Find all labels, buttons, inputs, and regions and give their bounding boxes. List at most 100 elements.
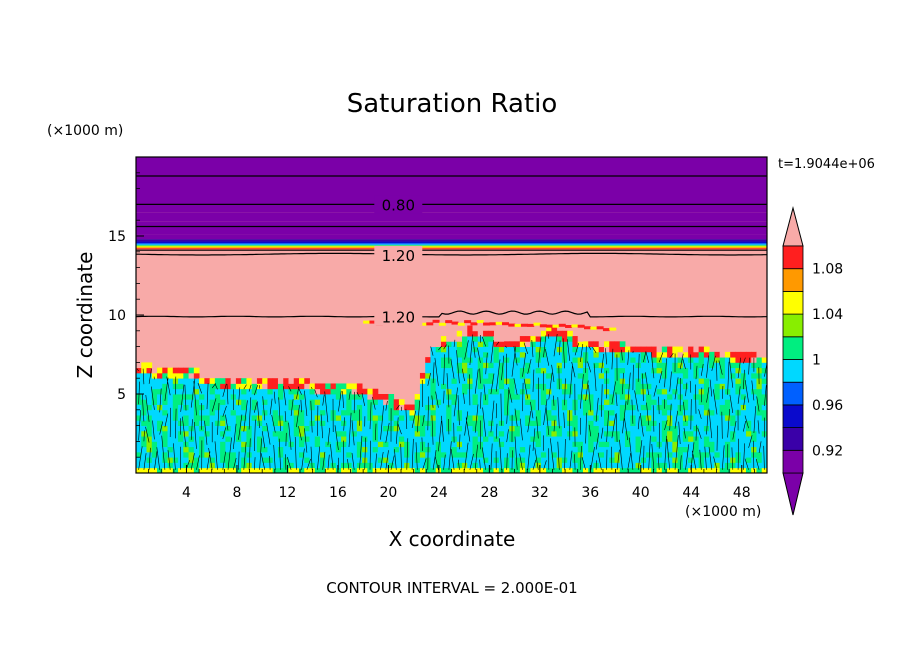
field-cell	[498, 441, 505, 448]
field-cell	[509, 378, 515, 384]
field-cell	[146, 362, 153, 369]
field-cell	[372, 409, 379, 416]
field-cell	[567, 336, 573, 342]
field-cell	[267, 399, 274, 405]
field-cell	[335, 441, 342, 448]
field-cell	[272, 415, 279, 421]
field-cell	[493, 467, 500, 473]
field-cell	[330, 394, 337, 400]
field-cell	[651, 462, 657, 469]
field-cell	[682, 420, 689, 426]
field-cell	[467, 446, 473, 453]
field-cell	[598, 394, 605, 400]
field-cell	[556, 399, 563, 405]
field-cell	[304, 415, 310, 421]
field-cell	[582, 451, 589, 458]
field-cell	[519, 351, 526, 358]
field-cell	[588, 420, 594, 426]
field-cell	[362, 446, 368, 453]
field-cell	[688, 367, 694, 374]
field-cell	[325, 446, 331, 453]
field-cell	[498, 383, 505, 390]
field-cell	[651, 441, 657, 448]
field-cell	[299, 415, 305, 421]
field-cell	[472, 404, 479, 411]
field-cell	[214, 420, 221, 426]
field-cell	[404, 446, 410, 453]
field-cell	[714, 362, 721, 369]
field-cell	[714, 467, 721, 473]
field-cell	[540, 462, 547, 469]
field-cell	[625, 441, 631, 448]
field-cell	[651, 415, 657, 421]
field-cell	[220, 409, 226, 416]
field-cell	[398, 425, 405, 432]
field-cell	[519, 462, 526, 469]
field-cell	[409, 415, 416, 421]
field-cell	[561, 420, 568, 426]
field-cell	[419, 415, 426, 421]
field-cell	[335, 436, 342, 442]
cloud-edge-cell	[495, 321, 503, 325]
field-cell	[756, 415, 763, 421]
field-cell	[462, 404, 468, 411]
field-cell	[603, 341, 610, 347]
field-cell	[225, 467, 232, 473]
dry-layer-band	[136, 244, 767, 246]
field-cell	[740, 388, 747, 395]
field-cell	[551, 446, 558, 453]
field-cell	[682, 404, 689, 411]
field-cell	[588, 394, 594, 400]
field-cell	[472, 362, 479, 369]
field-cell	[724, 362, 731, 369]
cloud-edge-cell	[426, 322, 434, 326]
field-cell	[525, 399, 531, 405]
field-cell	[299, 446, 305, 453]
contour-interval-footer: CONTOUR INTERVAL = 2.000E-01	[326, 579, 577, 597]
field-cell	[709, 357, 715, 363]
field-cell	[498, 425, 505, 432]
field-cell	[719, 351, 726, 358]
field-cell	[493, 383, 500, 390]
field-cell	[625, 462, 631, 469]
field-cell	[383, 436, 389, 442]
field-cell	[383, 415, 389, 421]
cloud-edge-cell	[457, 322, 465, 326]
field-cell	[293, 430, 300, 437]
field-cell	[577, 336, 584, 342]
field-cell	[493, 378, 500, 384]
field-cell	[672, 436, 679, 442]
field-cell	[619, 409, 626, 416]
field-cell	[667, 378, 673, 384]
field-cell	[540, 336, 547, 342]
field-cell	[724, 415, 731, 421]
field-cell	[719, 399, 726, 405]
field-cell	[446, 372, 452, 379]
field-cell	[251, 399, 258, 405]
field-cell	[462, 330, 468, 337]
field-cell	[383, 430, 389, 437]
field-cell	[540, 415, 547, 421]
field-cell	[698, 441, 705, 448]
field-cell	[730, 451, 736, 458]
field-cell	[299, 420, 305, 426]
y-axis-title: Z coordinate	[73, 252, 97, 379]
field-cell	[488, 436, 494, 442]
field-cell	[288, 425, 295, 432]
field-cell	[546, 399, 552, 405]
field-cell	[346, 409, 352, 416]
field-cell	[561, 351, 568, 358]
field-cell	[272, 425, 279, 432]
field-cell	[404, 467, 410, 473]
saturation-field	[136, 157, 767, 473]
field-cell	[435, 399, 442, 405]
field-cell	[609, 378, 615, 384]
field-cell	[646, 383, 652, 390]
field-cell	[151, 457, 158, 463]
field-cell	[425, 404, 431, 411]
field-cell	[430, 451, 437, 458]
field-cell	[572, 378, 579, 384]
field-cell	[430, 467, 437, 473]
field-cell	[483, 436, 489, 442]
